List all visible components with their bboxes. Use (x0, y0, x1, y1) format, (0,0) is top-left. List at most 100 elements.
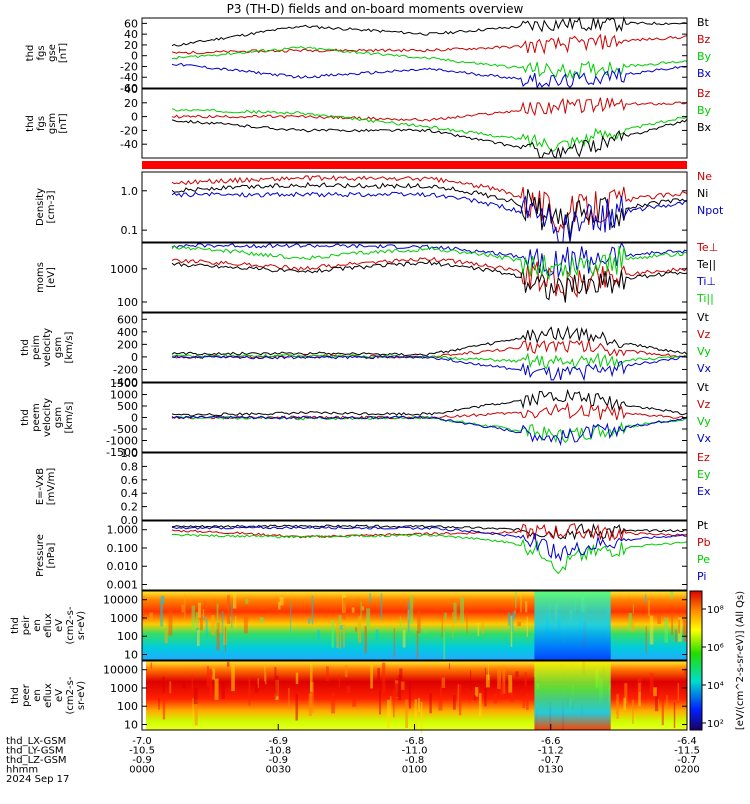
y-axis-label: [nPa] (46, 542, 57, 568)
y-tick-label: -40 (120, 138, 138, 151)
y-tick-label: -500 (113, 423, 138, 436)
spectrogram-streak (226, 595, 231, 624)
y-tick-label: -1500 (106, 446, 138, 459)
legend-vx: Vx (697, 432, 712, 445)
spectrogram-streak (264, 672, 267, 685)
spectrogram-streak (632, 604, 634, 614)
spectrogram-streak (452, 612, 454, 639)
y-tick-label: 40 (124, 28, 138, 41)
series-line-pb (171, 523, 688, 541)
spectrogram-streak (457, 684, 459, 705)
footer-value: 0200 (674, 765, 699, 776)
spectrogram-streak (526, 616, 528, 637)
legend-pi: Pi (697, 570, 706, 583)
spectrogram-streak (295, 672, 299, 684)
legend-bx: Bx (697, 121, 712, 134)
spectrogram-streak (360, 601, 362, 620)
spectrogram-streak (453, 602, 457, 623)
y-tick-label: 10 (124, 649, 138, 662)
colorbar-tick-label: 10⁶ (707, 643, 724, 654)
spectrogram-streak (338, 615, 342, 624)
footer-value: -0.8 (405, 755, 425, 766)
spectrogram-streak (466, 610, 468, 634)
y-axis-label: fgs (36, 45, 47, 60)
spectrogram-streak (338, 674, 340, 688)
spectrogram-streak (390, 696, 392, 719)
spectrogram-streak (517, 621, 521, 627)
series-line-pt (171, 522, 688, 541)
y-axis-label: peir (21, 615, 32, 635)
y-tick-label: -40 (120, 71, 138, 84)
y-tick-label: 1000 (110, 389, 138, 402)
footer-value: -11.0 (402, 746, 428, 757)
legend-bz: Bz (697, 87, 711, 100)
y-tick-label: 600 (117, 313, 138, 326)
spectrogram-streak (195, 611, 199, 626)
spectrogram-streak (644, 594, 647, 604)
legend-bt: Bt (697, 16, 710, 29)
spectrogram-streak (645, 626, 647, 654)
spectrogram-streak (203, 615, 206, 621)
y-axis-label: thd (25, 115, 36, 132)
y-axis-label: thd (10, 617, 21, 634)
spectrogram-streak (647, 600, 651, 617)
footer-value: -0.7 (677, 755, 697, 766)
spectrogram-streak (191, 674, 193, 692)
spectrogram-streak (429, 693, 432, 714)
y-axis-label: [nT] (58, 43, 69, 63)
spectrogram-streak (216, 603, 219, 630)
footer-value: 0130 (538, 765, 563, 776)
spectrogram-streak (202, 609, 204, 618)
series-line-te (171, 260, 688, 303)
spectrogram-streak (415, 699, 417, 710)
series-line-vt (171, 388, 688, 417)
y-tick-label: -1000 (106, 435, 138, 448)
y-axis-label: peer (21, 683, 32, 707)
spectrogram-streak (214, 678, 219, 700)
spectrogram-streak (221, 683, 225, 699)
spectrogram-streak (475, 687, 479, 697)
spectrogram-streak (184, 593, 186, 621)
spectrogram-streak (196, 630, 200, 647)
y-tick-label: 1.0 (121, 185, 139, 198)
legend-vy: Vy (697, 415, 711, 428)
y-tick-label: 0 (131, 351, 138, 364)
spectrogram-streak (458, 684, 462, 716)
spectrogram-streak (232, 592, 237, 609)
panel-frame (141, 171, 688, 243)
spectrogram-streak (673, 702, 676, 729)
y-tick-label: 1.000 (107, 524, 139, 537)
spectrogram-streak (364, 626, 367, 654)
panel-frame (141, 590, 688, 661)
series-line-vx (171, 415, 688, 447)
panel-frame (141, 312, 688, 383)
spectrogram-streak (448, 663, 450, 670)
y-tick-label: -20 (120, 124, 138, 137)
spectrogram-streak (485, 674, 490, 688)
footer-value: -10.8 (265, 746, 291, 757)
footer-value: -11.5 (674, 746, 700, 757)
spectrogram-streak (169, 681, 172, 694)
y-axis-label: gse (47, 44, 58, 62)
spectrogram-disturbed-region (534, 591, 611, 660)
spectrogram-streak (398, 674, 402, 701)
legend-ni: Ni (697, 187, 708, 200)
y-axis-label: eflux (43, 613, 54, 638)
legend-ez: Ez (697, 451, 710, 464)
spectrogram-streak (264, 665, 266, 682)
y-axis-label: velocity (42, 398, 53, 437)
spectrogram-streak (326, 666, 329, 682)
spectrogram-streak (512, 611, 516, 619)
series-line-ti (171, 245, 688, 281)
spectrogram-streak (194, 699, 198, 726)
y-axis-label: eV (54, 619, 65, 632)
legend-by: By (697, 104, 712, 117)
spectrogram-streak (408, 681, 412, 709)
y-tick-label: 400 (117, 326, 138, 339)
spectrogram-streak (526, 693, 529, 711)
footer-value: -0.9 (132, 755, 152, 766)
spectrogram-streak (657, 698, 659, 712)
y-tick-label: 0.4 (121, 487, 139, 500)
footer-row-label: thd_LZ-GSM (6, 755, 67, 766)
spectrogram-streak (339, 624, 343, 630)
